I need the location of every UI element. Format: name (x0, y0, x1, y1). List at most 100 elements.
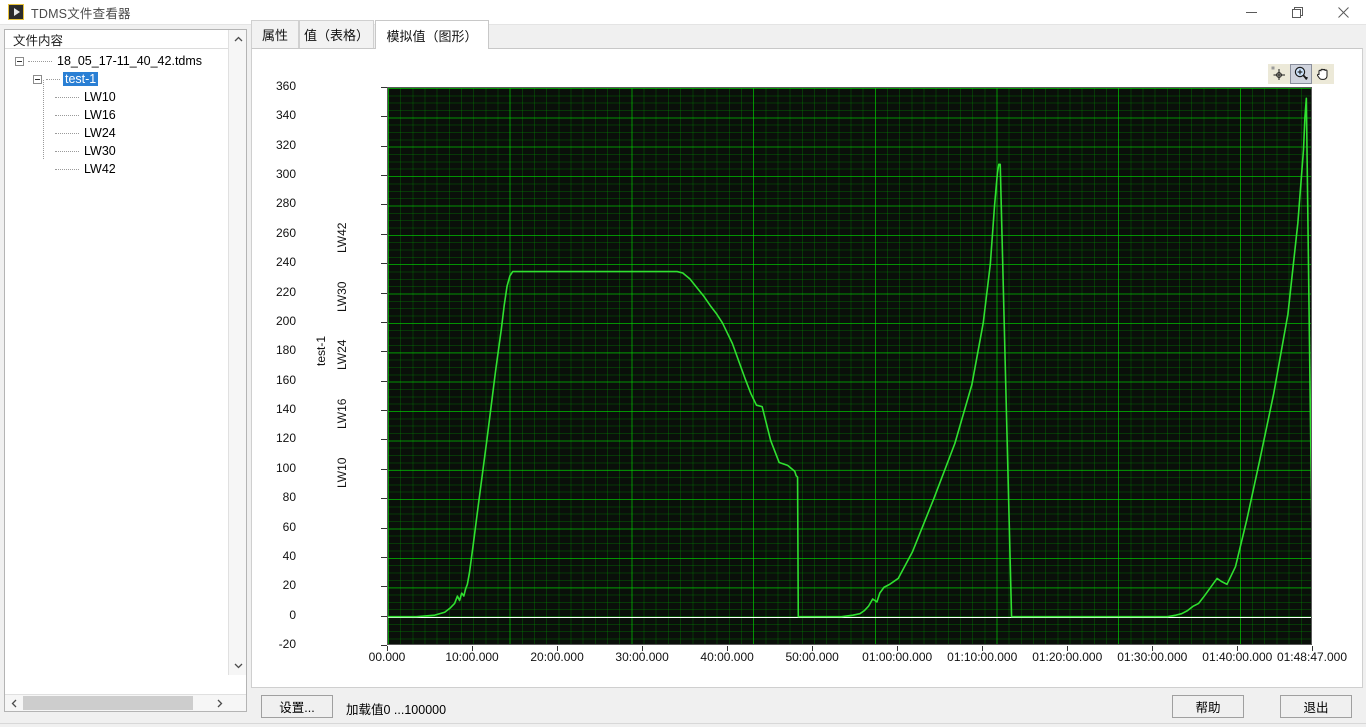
scroll-right-icon[interactable] (211, 695, 228, 711)
y-axis-tick-mark (381, 380, 387, 382)
y-axis-tick-mark (381, 175, 387, 177)
expander-icon[interactable] (15, 56, 24, 66)
y-axis-tick-mark (381, 498, 387, 500)
y-axis-tick-label: 80 (282, 490, 296, 505)
y-axis-tick-mark (381, 116, 387, 118)
y-axis-tick-mark (381, 468, 387, 470)
x-axis-tick-mark (1152, 646, 1154, 651)
y-axis-tick-label: 120 (275, 431, 296, 446)
tab-label: 模拟值（图形） (386, 28, 478, 44)
tree-connector (55, 150, 79, 152)
zoom-tool[interactable] (1290, 63, 1312, 84)
tab-analog-values-graph[interactable]: 模拟值（图形） (375, 20, 489, 49)
y-axis-tick-mark (381, 233, 387, 235)
y-axis-tick-label: 360 (275, 79, 296, 93)
tree-node-channel[interactable]: LW24 (5, 124, 228, 142)
y-axis-tick-mark (381, 645, 387, 646)
tree-connector (55, 114, 79, 116)
tree-vertical-scrollbar[interactable] (228, 30, 246, 675)
tab-values-table[interactable]: 值（表格） (299, 20, 374, 48)
y-axis-tick-label: 200 (275, 313, 296, 328)
tree-node-channel[interactable]: LW42 (5, 160, 228, 178)
x-axis-tick-label: 01:20:00.000 (1032, 650, 1103, 664)
scroll-thumb[interactable] (23, 696, 193, 710)
y-axis-tick-mark (381, 615, 387, 617)
x-axis-tick-mark (557, 646, 559, 651)
y-axis-tick-mark (381, 410, 387, 412)
y-axis-tick-label: 0 (289, 607, 296, 622)
tree-horizontal-scrollbar[interactable] (5, 694, 246, 711)
file-content-header: 文件内容 (5, 30, 246, 49)
x-axis-tick-label: 50:00.000 (785, 650, 839, 664)
y-axis-tick-label: 20 (282, 578, 296, 593)
x-axis-tick-label: 40:00.000 (700, 650, 754, 664)
x-axis-tick-mark (642, 646, 644, 651)
window-bottom-edge (0, 723, 1366, 727)
data-trace (388, 97, 1311, 618)
channel-label-lw10: LW10 (335, 457, 349, 488)
cursor-tool[interactable] (1268, 63, 1290, 84)
tree-node-file[interactable]: 18_05_17-11_40_42.tdms (5, 52, 228, 70)
scroll-down-icon[interactable] (229, 657, 247, 675)
tree-node-label: LW24 (84, 126, 116, 140)
tree-node-channel[interactable]: LW30 (5, 142, 228, 160)
y-axis-tick-label: 240 (275, 255, 296, 270)
y-axis-tick-label: 160 (275, 372, 296, 387)
tree-node-label: test-1 (63, 72, 99, 86)
x-axis-tick-label: 00.000 (368, 650, 406, 664)
x-axis-tick-mark (1237, 646, 1239, 651)
y-axis-tick-label: 260 (275, 225, 296, 240)
y-axis-tick-mark (381, 204, 387, 206)
maximize-icon[interactable] (1274, 0, 1320, 25)
y-axis-tick-label: 340 (275, 108, 296, 123)
y-axis-tick-label: 280 (275, 196, 296, 211)
file-content-title: 文件内容 (13, 33, 64, 48)
graph-palette (1268, 63, 1334, 84)
y-axis-tick-label: 320 (275, 137, 296, 152)
x-axis-tick-label: 20:00.000 (530, 650, 584, 664)
pan-tool[interactable] (1312, 63, 1334, 84)
scroll-left-icon[interactable] (5, 695, 22, 711)
chart: test-1 LW10 LW16 LW24 LW30 LW42 360 340 32… (252, 49, 1364, 689)
x-axis-tick-label: 01:00:00.000 (862, 650, 933, 664)
tree-connector (46, 78, 60, 80)
y-axis-tick-mark (381, 145, 387, 147)
title-bar: TDMS文件查看器 (0, 0, 1366, 25)
file-tree[interactable]: 18_05_17-11_40_42.tdms test-1 LW10 LW16 … (5, 49, 228, 694)
y-axis-tick-mark (381, 586, 387, 588)
x-axis-tick-mark (812, 646, 814, 651)
window-title: TDMS文件查看器 (31, 6, 131, 21)
y-axis-tick-label: 40 (282, 548, 296, 563)
x-axis-tick-mark (897, 646, 899, 651)
scroll-up-icon[interactable] (229, 30, 247, 48)
x-axis-tick-label: 01:30:00.000 (1117, 650, 1188, 664)
y-axis-tick-mark (381, 87, 387, 88)
plot-area[interactable] (387, 87, 1312, 645)
x-axis-tick-label: 01:10:00.000 (947, 650, 1018, 664)
tree-node-group[interactable]: test-1 (5, 70, 228, 88)
expander-icon[interactable] (33, 74, 42, 84)
tree-connector (43, 80, 44, 159)
help-button[interactable]: 帮助 (1172, 695, 1244, 718)
y-axis-tick-label: 300 (275, 167, 296, 182)
close-icon[interactable] (1320, 0, 1366, 25)
y-axis-tick-mark (381, 439, 387, 441)
y-axis-tick-mark (381, 292, 387, 294)
exit-button[interactable]: 退出 (1280, 695, 1352, 718)
x-axis-tick-mark (727, 646, 729, 651)
tree-node-channel[interactable]: LW10 (5, 88, 228, 106)
tab-properties[interactable]: 属性 (251, 20, 299, 48)
y-axis-tick-mark (381, 321, 387, 323)
minimize-icon[interactable] (1228, 0, 1274, 25)
tree-node-channel[interactable]: LW16 (5, 106, 228, 124)
settings-button[interactable]: 设置... (261, 695, 333, 718)
bottom-bar: 设置... 加载值0 ...100000 帮助 退出 (251, 690, 1363, 723)
zero-reference-line (388, 616, 1311, 618)
x-axis-tick-mark (1312, 646, 1313, 651)
channel-label-lw24: LW24 (335, 339, 349, 371)
major-grid (388, 88, 1311, 644)
y-axis-tick-label: -20 (278, 637, 296, 651)
tree-connector (55, 96, 79, 98)
y-axis-tick-label: 100 (275, 460, 296, 475)
